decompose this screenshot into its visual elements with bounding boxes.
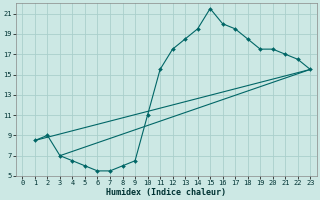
X-axis label: Humidex (Indice chaleur): Humidex (Indice chaleur)	[106, 188, 226, 197]
